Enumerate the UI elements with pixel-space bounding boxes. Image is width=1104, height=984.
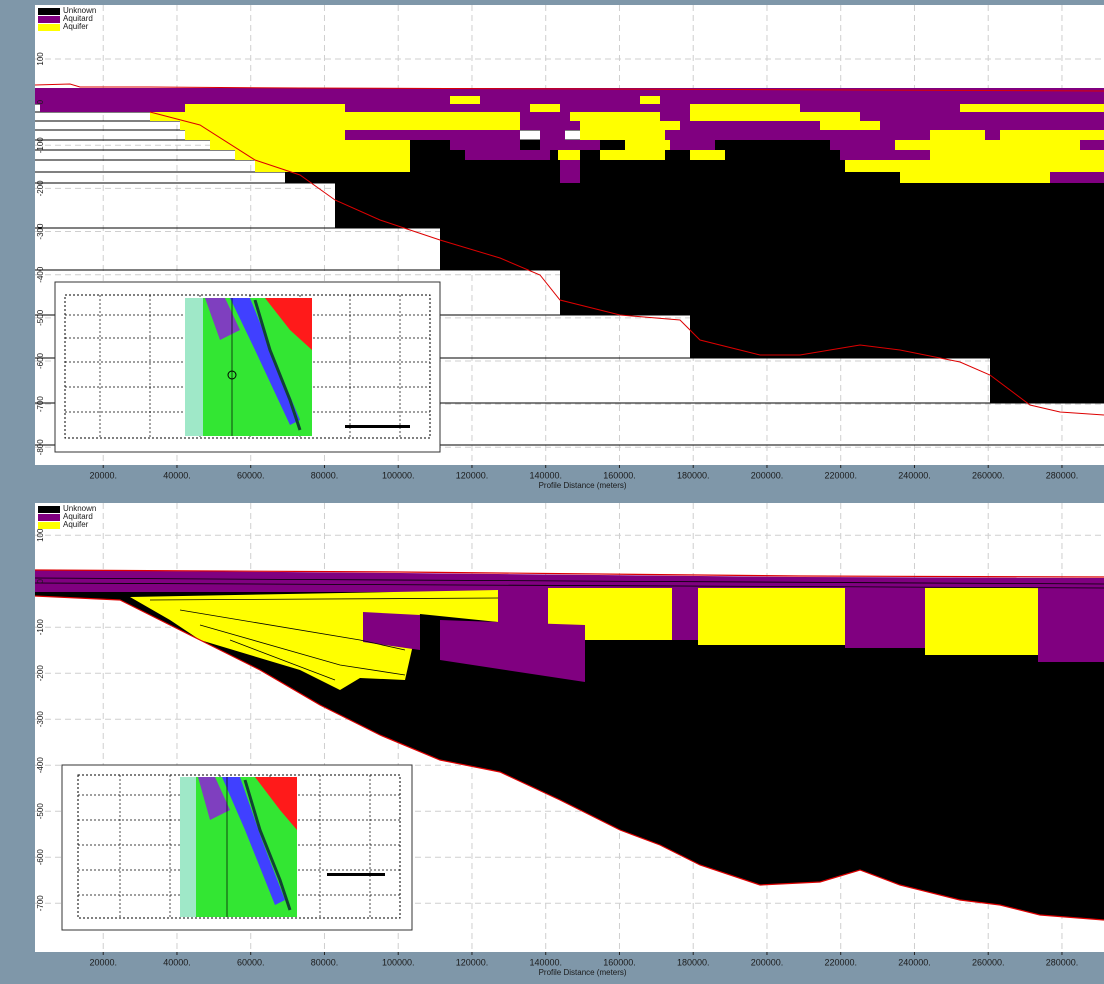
- x-tick-label: 40000.: [163, 957, 191, 967]
- y-tick-label: -400: [36, 757, 45, 774]
- legend-swatch: [38, 522, 60, 529]
- inset-map: [62, 765, 412, 930]
- y-tick-label: -100: [36, 137, 45, 154]
- x-tick-label: 100000.: [382, 957, 415, 967]
- y-tick-label: 0: [36, 99, 45, 104]
- x-tick-label: 80000.: [311, 470, 339, 480]
- y-tick-label: -700: [36, 895, 45, 912]
- x-tick-label: 220000.: [824, 957, 857, 967]
- y-tick-label: -300: [36, 711, 45, 728]
- x-tick-label: 120000.: [456, 470, 489, 480]
- y-tick-label: -800: [36, 439, 45, 456]
- y-tick-label: 0: [36, 578, 45, 583]
- x-tick-label: 220000.: [824, 470, 857, 480]
- x-tick-label: 180000.: [677, 470, 710, 480]
- x-tick-label: 180000.: [677, 957, 710, 967]
- x-tick-label: 280000.: [1046, 470, 1079, 480]
- y-tick-label: -400: [36, 266, 45, 283]
- x-tick-label: 60000.: [237, 470, 265, 480]
- y-tick-label: -600: [36, 352, 45, 369]
- legend-label: Aquifer: [63, 22, 89, 31]
- y-tick-label: -300: [36, 223, 45, 240]
- x-tick-label: 200000.: [751, 470, 784, 480]
- x-tick-label: 140000.: [529, 470, 562, 480]
- x-tick-label: 80000.: [311, 957, 339, 967]
- x-tick-label: 40000.: [163, 470, 191, 480]
- y-tick-label: -200: [36, 180, 45, 197]
- legend-swatch: [38, 16, 60, 23]
- x-tick-label: 260000.: [972, 470, 1005, 480]
- x-tick-label: 140000.: [529, 957, 562, 967]
- x-tick-label: 200000.: [751, 957, 784, 967]
- legend-swatch: [38, 506, 60, 513]
- legend-swatch: [38, 24, 60, 31]
- inset-map: [55, 282, 440, 452]
- x-axis-title: Profile Distance (meters): [539, 481, 627, 490]
- x-tick-label: 120000.: [456, 957, 489, 967]
- x-tick-label: 240000.: [898, 470, 931, 480]
- screenshot: 20000. 40000. 60000. 80000. 100000. 120000. 14…: [0, 0, 1104, 984]
- y-tick-label: -600: [36, 849, 45, 866]
- x-tick-label: 60000.: [237, 957, 265, 967]
- x-axis-title: Profile Distance (meters): [539, 968, 627, 977]
- y-tick-label: -500: [36, 309, 45, 326]
- legend-swatch: [38, 514, 60, 521]
- legend-label: Aquifer: [63, 520, 89, 529]
- x-tick-label: 260000.: [972, 957, 1005, 967]
- legend-swatch: [38, 8, 60, 15]
- x-tick-label: 100000.: [382, 470, 415, 480]
- x-tick-label: 20000.: [89, 470, 117, 480]
- y-tick-label: -700: [36, 396, 45, 413]
- x-tick-label: 240000.: [898, 957, 931, 967]
- y-tick-label: 100: [36, 52, 45, 66]
- x-tick-label: 20000.: [89, 957, 117, 967]
- x-tick-label: 160000.: [603, 470, 636, 480]
- y-tick-label: -100: [36, 619, 45, 636]
- y-tick-label: -200: [36, 665, 45, 682]
- x-tick-label: 280000.: [1046, 957, 1079, 967]
- y-tick-label: 100: [36, 528, 45, 542]
- x-tick-label: 160000.: [603, 957, 636, 967]
- y-tick-label: -500: [36, 803, 45, 820]
